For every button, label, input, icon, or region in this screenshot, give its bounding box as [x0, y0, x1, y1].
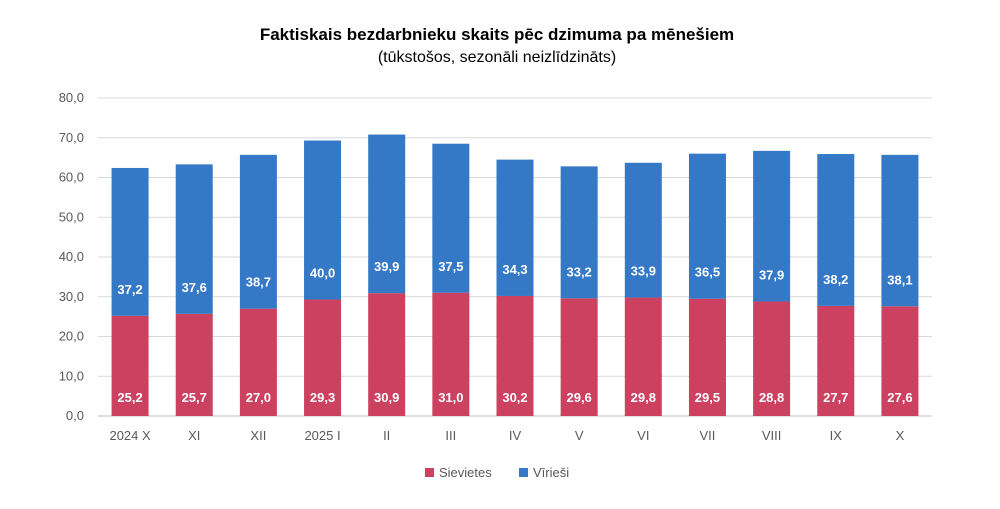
y-tick-label: 0,0	[66, 408, 84, 423]
bar-virie-8	[624, 162, 662, 298]
y-tick-label: 80,0	[59, 90, 84, 105]
data-label: 37,6	[182, 280, 207, 295]
bar-sievietes-4	[368, 293, 406, 416]
bar-virie-9	[688, 153, 726, 299]
bar-virie-3	[304, 140, 342, 300]
data-label: 25,7	[182, 390, 207, 405]
bar-sievietes-11	[817, 305, 855, 416]
x-tick-label: VI	[637, 428, 649, 443]
x-tick-label: IV	[509, 428, 522, 443]
data-label: 29,3	[310, 390, 335, 405]
x-tick-label: XII	[250, 428, 266, 443]
data-label: 29,8	[631, 390, 656, 405]
bar-sievietes-9	[688, 298, 726, 416]
data-label: 28,8	[759, 390, 784, 405]
chart-subtitle: (tūkstošos, sezonāli neizlīdzināts)	[378, 49, 616, 66]
bar-virie-11	[817, 154, 855, 306]
data-label: 34,3	[502, 262, 527, 277]
data-label: 30,9	[374, 390, 399, 405]
y-tick-label: 70,0	[59, 130, 84, 145]
bar-sievietes-6	[496, 295, 534, 416]
bar-sievietes-2	[239, 308, 277, 416]
x-axis-ticks: 2024 X XI XII 2025 I II III IV V VI VII VIII IX X	[109, 428, 904, 443]
x-tick-label: VII	[700, 428, 716, 443]
data-label: 31,0	[438, 390, 463, 405]
x-tick-label: II	[383, 428, 390, 443]
x-tick-label: 2025 I	[304, 428, 340, 443]
data-label: 29,6	[566, 390, 591, 405]
data-label: 37,5	[438, 259, 463, 274]
bar-virie-5	[432, 143, 470, 293]
x-tick-label: VIII	[762, 428, 782, 443]
bar-virie-7	[560, 166, 598, 299]
bar-sievietes-0	[111, 315, 149, 416]
data-label: 37,9	[759, 268, 784, 283]
bar-sievietes-1	[175, 313, 213, 416]
legend: Sievietes Vīrieši	[425, 465, 569, 480]
data-label: 39,9	[374, 259, 399, 274]
y-tick-label: 40,0	[59, 249, 84, 264]
legend-label-sievietes: Sievietes	[439, 465, 492, 480]
data-label: 33,9	[631, 264, 656, 279]
data-label: 25,2	[117, 390, 142, 405]
y-tick-label: 20,0	[59, 329, 84, 344]
data-label: 38,1	[887, 272, 912, 287]
bar-virie-0	[111, 167, 149, 316]
legend-swatch-virie	[519, 468, 528, 477]
x-tick-label: X	[896, 428, 905, 443]
data-labels: 25,2 37,2 25,7 37,6 27,0 38,7 29,3 40,0 30,9 39,9…	[117, 259, 912, 405]
bar-virie-1	[175, 164, 213, 314]
data-label: 27,0	[246, 390, 271, 405]
bar-sievietes-12	[881, 306, 919, 416]
data-label: 27,6	[887, 390, 912, 405]
x-tick-label: IX	[830, 428, 843, 443]
data-label: 38,2	[823, 272, 848, 287]
bars	[111, 134, 919, 416]
legend-swatch-sievietes	[425, 468, 434, 477]
bar-virie-2	[239, 154, 277, 309]
data-label: 33,2	[566, 264, 591, 279]
x-tick-label: 2024 X	[109, 428, 151, 443]
data-label: 37,2	[117, 282, 142, 297]
chart-title: Faktiskais bezdarbnieku skaits pēc dzimu…	[260, 25, 734, 44]
y-tick-label: 30,0	[59, 289, 84, 304]
y-tick-label: 60,0	[59, 170, 84, 185]
y-axis-ticks: 0,0 10,0 20,0 30,0 40,0 50,0 60,0 70,0 80,0	[59, 90, 84, 423]
bar-virie-6	[496, 159, 534, 296]
x-tick-label: III	[445, 428, 456, 443]
data-label: 30,2	[502, 390, 527, 405]
x-tick-label: XI	[188, 428, 200, 443]
data-label: 36,5	[695, 265, 720, 280]
bar-sievietes-8	[624, 297, 662, 416]
x-tick-label: V	[575, 428, 584, 443]
y-tick-label: 50,0	[59, 209, 84, 224]
bar-virie-10	[753, 150, 791, 302]
legend-label-virie: Vīrieši	[533, 465, 569, 480]
data-label: 38,7	[246, 275, 271, 290]
bar-sievietes-7	[560, 298, 598, 416]
data-label: 29,5	[695, 390, 720, 405]
bar-virie-4	[368, 134, 406, 294]
bar-sievietes-5	[432, 292, 470, 416]
data-label: 27,7	[823, 390, 848, 405]
data-label: 40,0	[310, 266, 335, 281]
bar-sievietes-3	[304, 299, 342, 416]
bar-sievietes-10	[753, 301, 791, 416]
y-tick-label: 10,0	[59, 368, 84, 383]
bar-virie-12	[881, 154, 919, 307]
